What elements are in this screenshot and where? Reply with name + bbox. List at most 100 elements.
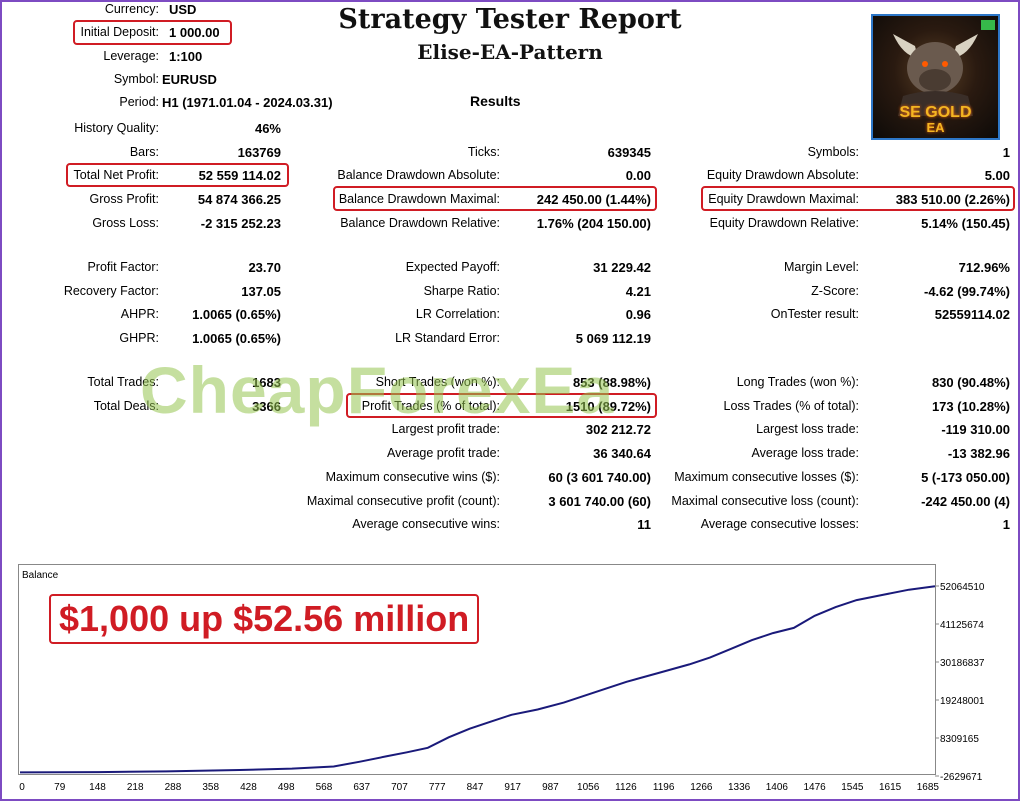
total-trades-label: Total Trades: bbox=[87, 375, 159, 389]
ghpr-value: 1.0065 (0.65%) bbox=[192, 331, 281, 346]
results-heading: Results bbox=[470, 93, 521, 109]
profit-factor-label: Profit Factor: bbox=[87, 260, 159, 274]
ahpr-value: 1.0065 (0.65%) bbox=[192, 307, 281, 322]
bars-value: 163769 bbox=[237, 145, 281, 160]
largest-profit-trade-label: Largest profit trade: bbox=[391, 422, 500, 436]
initial-deposit-highlight bbox=[73, 20, 232, 45]
ticks-label: Ticks: bbox=[467, 145, 500, 159]
maximal-consecutive-profit-value: 3 601 740.00 (60) bbox=[548, 494, 651, 509]
avg-consecutive-wins-value: 11 bbox=[637, 517, 651, 532]
initial-deposit-label: Initial Deposit: bbox=[80, 25, 159, 39]
equity-dd-maximal-highlight bbox=[701, 186, 1015, 211]
bars-label: Bars: bbox=[129, 145, 159, 159]
balance-dd-relative-label: Balance Drawdown Relative: bbox=[340, 216, 500, 230]
symbol-value: EURUSD bbox=[162, 72, 217, 87]
profit-trades-value: 1510 (89.72%) bbox=[565, 399, 651, 414]
symbols-label: Symbols: bbox=[807, 145, 859, 159]
ontester-result-label: OnTester result: bbox=[770, 307, 859, 321]
profit-factor-value: 23.70 bbox=[248, 260, 281, 275]
lr-standard-error-value: 5 069 112.19 bbox=[575, 331, 651, 346]
period-value: H1 (1971.01.04 - 2024.03.31) bbox=[162, 95, 333, 110]
average-profit-trade-value: 36 340.64 bbox=[593, 446, 651, 461]
gross-profit-label: Gross Profit: bbox=[89, 192, 159, 206]
equity-dd-maximal-label: Equity Drawdown Maximal: bbox=[708, 192, 859, 206]
lr-standard-error-label: LR Standard Error: bbox=[395, 331, 500, 345]
total-deals-value: 3366 bbox=[252, 399, 281, 414]
largest-profit-trade-value: 302 212.72 bbox=[585, 422, 651, 437]
max-consecutive-wins-value: 60 (3 601 740.00) bbox=[548, 470, 651, 485]
equity-dd-absolute-label: Equity Drawdown Absolute: bbox=[706, 168, 859, 182]
avg-consecutive-losses-label: Average consecutive losses: bbox=[700, 517, 859, 531]
z-score-value: -4.62 (99.74%) bbox=[924, 284, 1010, 299]
average-loss-trade-value: -13 382.96 bbox=[947, 446, 1010, 461]
total-net-profit-label: Total Net Profit: bbox=[73, 168, 159, 182]
maximal-consecutive-profit-label: Maximal consecutive profit (count): bbox=[306, 494, 500, 508]
leverage-label: Leverage: bbox=[103, 49, 159, 63]
elise-gold-logo: SE GOLD EA bbox=[871, 14, 1000, 140]
short-trades-value: 853 (88.98%) bbox=[572, 375, 651, 390]
equity-dd-relative-label: Equity Drawdown Relative: bbox=[709, 216, 859, 230]
margin-level-value: 712.96% bbox=[958, 260, 1010, 275]
max-consecutive-wins-label: Maximum consecutive wins ($): bbox=[325, 470, 500, 484]
average-loss-trade-label: Average loss trade: bbox=[751, 446, 859, 460]
expected-payoff-value: 31 229.42 bbox=[593, 260, 651, 275]
ticks-value: 639345 bbox=[607, 145, 651, 160]
balance-dd-absolute-label: Balance Drawdown Absolute: bbox=[337, 168, 500, 182]
average-profit-trade-label: Average profit trade: bbox=[386, 446, 500, 460]
recovery-factor-value: 137.05 bbox=[241, 284, 281, 299]
symbol-label: Symbol: bbox=[113, 72, 159, 86]
long-trades-label: Long Trades (won %): bbox=[736, 375, 859, 389]
sharpe-ratio-value: 4.21 bbox=[625, 284, 651, 299]
net-profit-highlight bbox=[66, 163, 289, 187]
history-quality-label: History Quality: bbox=[74, 121, 159, 135]
logo-line2: EA bbox=[926, 120, 945, 135]
equity-dd-relative-value: 5.14% (150.45) bbox=[921, 216, 1010, 231]
equity-dd-absolute-value: 5.00 bbox=[984, 168, 1010, 183]
balance-dd-maximal-highlight bbox=[333, 186, 657, 211]
balance-dd-absolute-value: 0.00 bbox=[625, 168, 651, 183]
long-trades-value: 830 (90.48%) bbox=[931, 375, 1010, 390]
balance-dd-maximal-value: 242 450.00 (1.44%) bbox=[536, 192, 651, 207]
sharpe-ratio-label: Sharpe Ratio: bbox=[423, 284, 500, 298]
report-title: Strategy Tester Report bbox=[338, 4, 682, 35]
initial-deposit-value: 1 000.00 bbox=[169, 25, 220, 40]
avg-consecutive-wins-label: Average consecutive wins: bbox=[352, 517, 500, 531]
logo-line1: SE GOLD bbox=[899, 104, 972, 121]
profit-trades-label: Profit Trades (% of total): bbox=[361, 399, 500, 413]
lr-correlation-value: 0.96 bbox=[625, 307, 651, 322]
report-subtitle: Elise-EA-Pattern bbox=[417, 40, 603, 64]
maximal-consecutive-loss-value: -242 450.00 (4) bbox=[921, 494, 1010, 509]
leverage-value: 1:100 bbox=[169, 49, 203, 64]
total-net-profit-value: 52 559 114.02 bbox=[198, 168, 281, 183]
bull-icon bbox=[893, 20, 995, 116]
total-trades-value: 1683 bbox=[252, 375, 281, 390]
max-consecutive-losses-label: Maximum consecutive losses ($): bbox=[674, 470, 859, 484]
equity-dd-maximal-value: 383 510.00 (2.26%) bbox=[895, 192, 1010, 207]
maximal-consecutive-loss-label: Maximal consecutive loss (count): bbox=[671, 494, 859, 508]
max-consecutive-losses-value: 5 (-173 050.00) bbox=[921, 470, 1010, 485]
watermark: CheapForexEa bbox=[140, 353, 615, 427]
z-score-label: Z-Score: bbox=[811, 284, 859, 298]
ontester-result-value: 52559114.02 bbox=[934, 307, 1010, 322]
total-deals-label: Total Deals: bbox=[93, 399, 159, 413]
profit-caption: $1,000 up $52.56 million bbox=[49, 594, 480, 644]
gross-loss-value: -2 315 252.23 bbox=[200, 216, 281, 231]
largest-loss-trade-label: Largest loss trade: bbox=[756, 422, 859, 436]
lr-correlation-label: LR Correlation: bbox=[415, 307, 500, 321]
profit-trades-highlight bbox=[346, 393, 657, 418]
expected-payoff-label: Expected Payoff: bbox=[405, 260, 500, 274]
short-trades-label: Short Trades (won %): bbox=[375, 375, 500, 389]
gross-loss-label: Gross Loss: bbox=[92, 216, 159, 230]
history-quality-value: 46% bbox=[254, 121, 281, 136]
period-label: Period: bbox=[119, 95, 159, 109]
largest-loss-trade-value: -119 310.00 bbox=[941, 422, 1010, 437]
symbols-value: 1 bbox=[1002, 145, 1010, 160]
currency-label: Currency: bbox=[104, 2, 159, 16]
gross-profit-value: 54 874 366.25 bbox=[197, 192, 281, 207]
balance-dd-relative-value: 1.76% (204 150.00) bbox=[536, 216, 651, 231]
currency-value: USD bbox=[169, 2, 197, 17]
recovery-factor-label: Recovery Factor: bbox=[63, 284, 159, 298]
balance-dd-maximal-label: Balance Drawdown Maximal: bbox=[338, 192, 500, 206]
ahpr-label: AHPR: bbox=[120, 307, 159, 321]
